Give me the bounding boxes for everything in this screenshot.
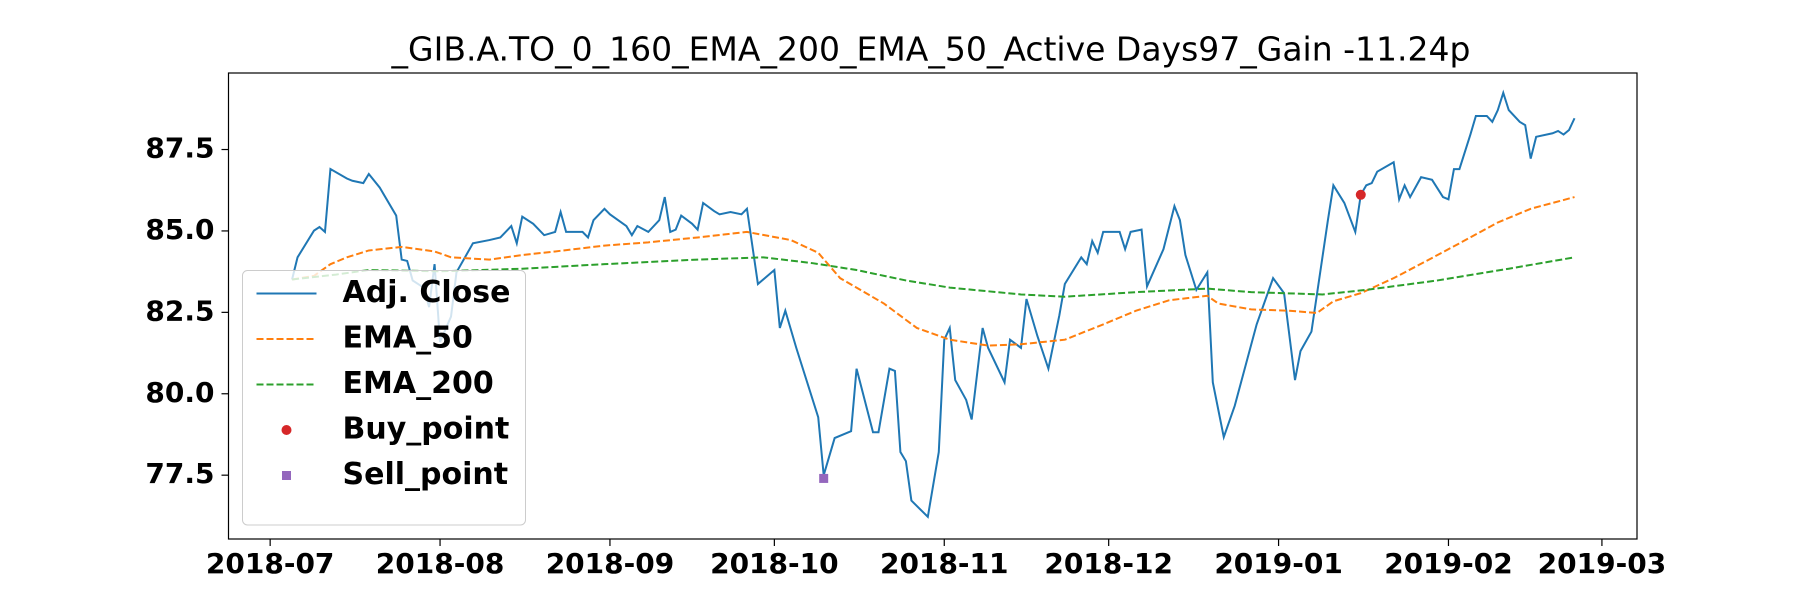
x-tick-label: 2018-12 [1044, 547, 1173, 580]
legend: Adj. Close EMA_50 EMA_200 Buy_point Sell_poi… [242, 270, 526, 526]
plot-frame [227, 72, 1638, 540]
legend-label: EMA_50 [343, 321, 473, 356]
y-tick-label: 87.5 [145, 132, 214, 165]
marker [1355, 189, 1366, 200]
x-tick-label: 2018-09 [546, 547, 675, 580]
x-tick-label: 2019-02 [1384, 547, 1513, 580]
legend-label: Buy_point [343, 412, 510, 447]
y-tick-label: 80.0 [145, 376, 214, 409]
x-tick-label: 2018-11 [880, 547, 1009, 580]
x-tick-label: 2018-10 [710, 547, 839, 580]
x-tick-label: 2019-01 [1214, 547, 1343, 580]
plot-area [291, 89, 1576, 519]
x-tick-label: 2018-08 [376, 547, 505, 580]
y-tick-label: 82.5 [145, 294, 214, 327]
legend-label: Adj. Close [343, 275, 511, 310]
x-tick-label: 2019-03 [1538, 547, 1667, 580]
y-tick-label: 77.5 [145, 457, 214, 490]
marker [819, 473, 829, 483]
marker [282, 471, 291, 480]
series-line [291, 89, 1576, 519]
series-line [291, 196, 1575, 347]
legend-box [242, 270, 526, 526]
chart-title: _GIB.A.TO_0_160_EMA_200_EMA_50_Active Da… [391, 30, 1471, 69]
marker [281, 425, 292, 435]
series-line [291, 256, 1575, 298]
legend-label: Sell_point [343, 457, 509, 492]
legend-label: EMA_200 [343, 366, 494, 401]
y-tick-label: 85.0 [145, 213, 214, 246]
x-tick-label: 2018-07 [206, 547, 335, 580]
